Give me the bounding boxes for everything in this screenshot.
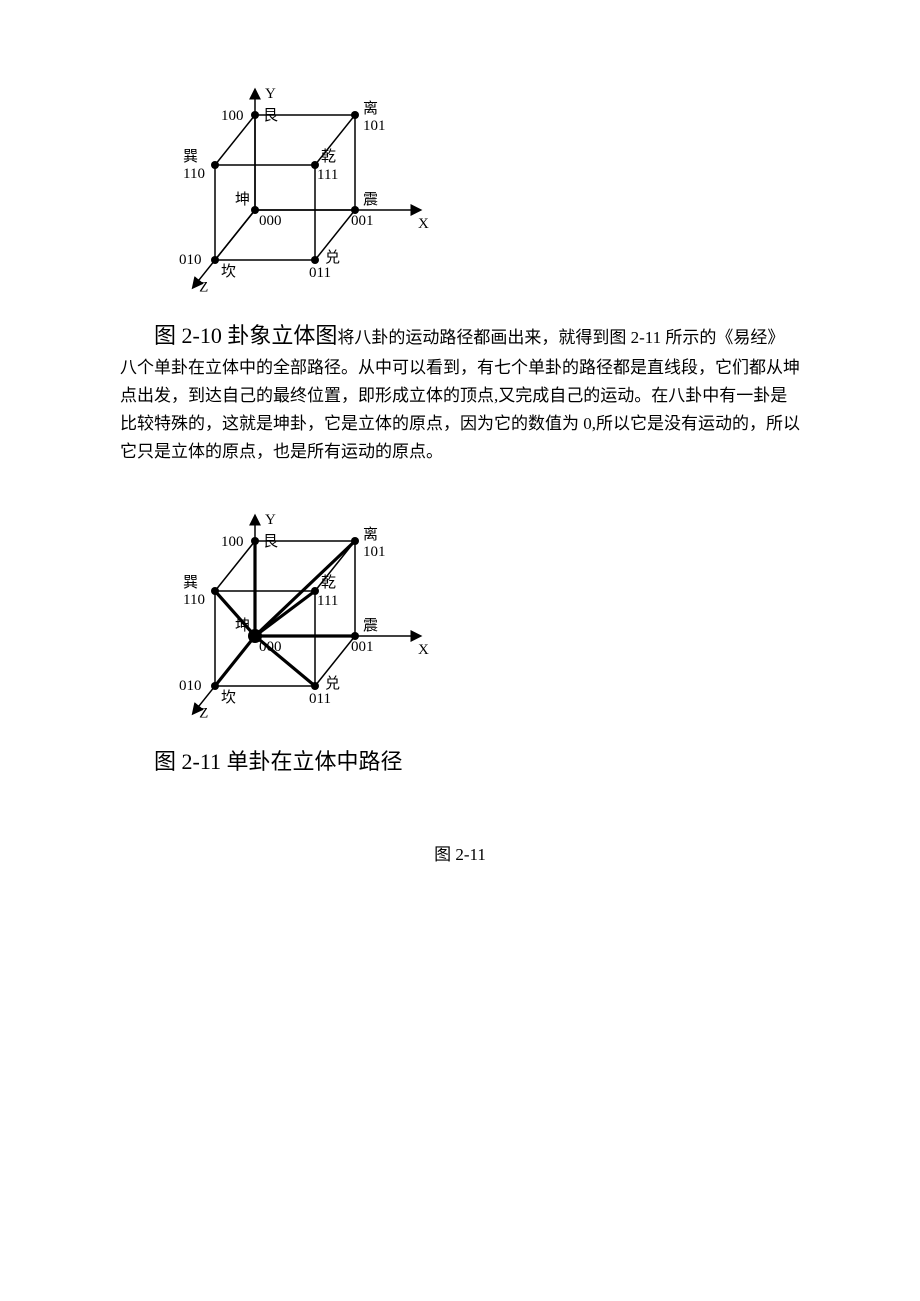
svg-text:坎: 坎: [221, 263, 236, 280]
svg-text:011: 011: [309, 265, 331, 281]
caption-2-11-title: 图 2-11 单卦在立体中路径: [154, 749, 403, 774]
svg-text:101: 101: [363, 118, 386, 134]
svg-text:100: 100: [221, 534, 244, 550]
svg-text:010: 010: [179, 252, 202, 268]
svg-text:巽: 巽: [183, 149, 198, 165]
paragraph-1: 将八卦的运动路径都画出来，就得到图 2-11 所示的《易经》八个单卦在立体中的全…: [120, 328, 800, 461]
svg-text:010: 010: [179, 678, 202, 694]
svg-text:011: 011: [309, 691, 331, 707]
svg-text:坎: 坎: [221, 689, 236, 706]
caption-2-10-title: 图 2-10 卦象立体图: [154, 323, 337, 348]
svg-text:001: 001: [351, 639, 374, 655]
cube-diagram-b: Y X Z 100 艮 离101 巽110 乾 111 坤 000 震 001 010 坎 兑011: [160, 506, 460, 736]
svg-text:X: X: [418, 642, 429, 658]
cube-diagram-a: Y X Z 100 艮 离101 巽110 乾 111 坤 000 震 001 010 坎 兑011: [160, 80, 460, 310]
svg-text:110: 110: [183, 592, 205, 608]
svg-text:100: 100: [221, 108, 244, 124]
svg-text:艮: 艮: [263, 533, 278, 550]
svg-text:震: 震: [363, 191, 378, 208]
figure-2-11: Y X Z 100 艮 离101 巽110 乾 111 坤 000 震 001 010 坎 兑011: [160, 506, 800, 736]
svg-text:Y: Y: [265, 512, 276, 528]
sub-caption-2-11: 图 2-11: [120, 841, 800, 869]
svg-text:000: 000: [259, 213, 282, 229]
svg-text:Z: Z: [199, 279, 208, 295]
svg-text:101: 101: [363, 544, 386, 560]
svg-text:震: 震: [363, 617, 378, 634]
svg-text:乾: 乾: [321, 574, 336, 591]
svg-text:兑: 兑: [325, 249, 340, 266]
svg-text:艮: 艮: [263, 107, 278, 124]
svg-text:离: 离: [363, 526, 378, 543]
svg-text:兑: 兑: [325, 675, 340, 692]
svg-text:乾: 乾: [321, 148, 336, 165]
svg-text:离: 离: [363, 100, 378, 117]
svg-text:110: 110: [183, 166, 205, 182]
caption-2-10-paragraph: 图 2-10 卦象立体图将八卦的运动路径都画出来，就得到图 2-11 所示的《易…: [120, 318, 800, 466]
caption-2-11: 图 2-11 单卦在立体中路径: [120, 744, 800, 780]
svg-text:111: 111: [317, 593, 338, 609]
document-page: YXZ100艮离101巽110乾111坤000震001010坎兑011 图 2-…: [0, 0, 920, 1301]
svg-text:000: 000: [259, 639, 282, 655]
svg-text:坤: 坤: [235, 191, 250, 208]
svg-text:Z: Z: [199, 706, 208, 722]
svg-text:111: 111: [317, 167, 338, 183]
svg-text:坤: 坤: [235, 617, 250, 634]
figure-2-10: Y X Z 100 艮 离101 巽110 乾 111 坤 000 震 001 010 坎 兑011: [160, 80, 800, 310]
svg-text:Y: Y: [265, 86, 276, 102]
svg-text:巽: 巽: [183, 575, 198, 591]
svg-text:001: 001: [351, 213, 374, 229]
svg-text:X: X: [418, 216, 429, 232]
